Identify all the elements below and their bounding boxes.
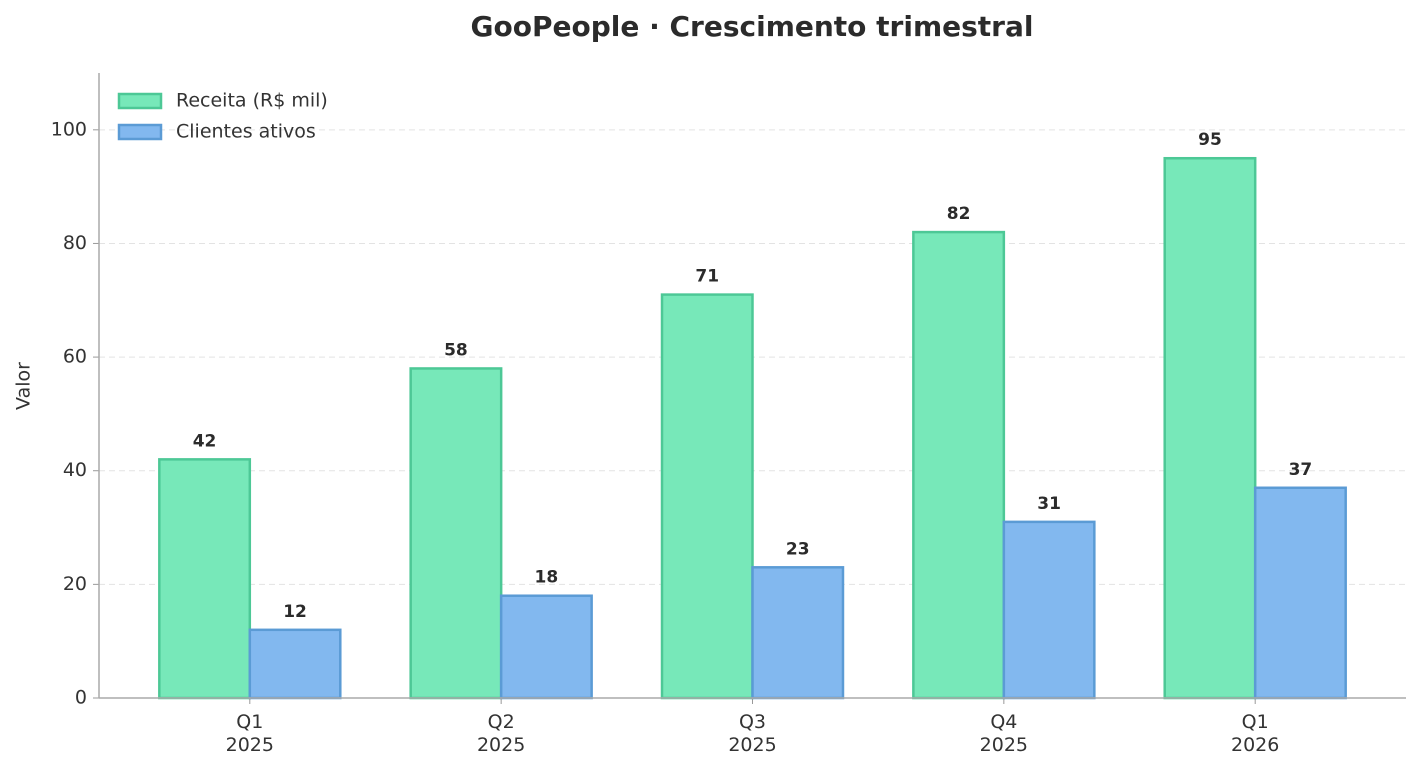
legend-swatch [117,123,163,141]
value-label: 95 [1198,130,1222,150]
bar [1253,486,1347,700]
x-tick-label: Q2 2025 [477,711,525,756]
value-label: 37 [1289,460,1313,480]
bar [158,458,252,700]
y-tick-label: 40 [63,459,87,481]
value-label: 42 [193,431,217,451]
value-label: 12 [283,602,307,622]
bar [660,293,754,700]
value-label: 31 [1037,494,1061,514]
y-tick-label: 100 [51,118,87,140]
y-axis-label: Valor [13,362,35,410]
bar [751,566,845,700]
y-tick-label: 20 [63,573,87,595]
x-tick-label: Q1 2026 [1231,711,1279,756]
value-label: 71 [695,267,719,287]
x-tick-label: Q3 2025 [728,711,776,756]
bar [1002,520,1096,700]
bar [248,628,342,700]
y-tick-label: 0 [75,687,87,709]
x-tick-label: Q4 2025 [980,711,1028,756]
x-tick-label: Q1 2025 [226,711,274,756]
legend-label: Clientes ativos [176,121,316,143]
chart-title: GooPeople · Crescimento trimestral [471,10,1034,43]
value-label: 82 [947,204,971,224]
y-tick-label: 60 [63,346,87,368]
legend-swatch [117,92,163,110]
bar [409,367,503,700]
bar [499,594,593,700]
bar [1163,156,1257,700]
bar [912,230,1006,700]
value-label: 18 [535,568,559,588]
legend-label: Receita (R$ mil) [176,90,328,112]
value-label: 58 [444,340,468,360]
y-tick-label: 80 [63,232,87,254]
value-label: 23 [786,539,810,559]
